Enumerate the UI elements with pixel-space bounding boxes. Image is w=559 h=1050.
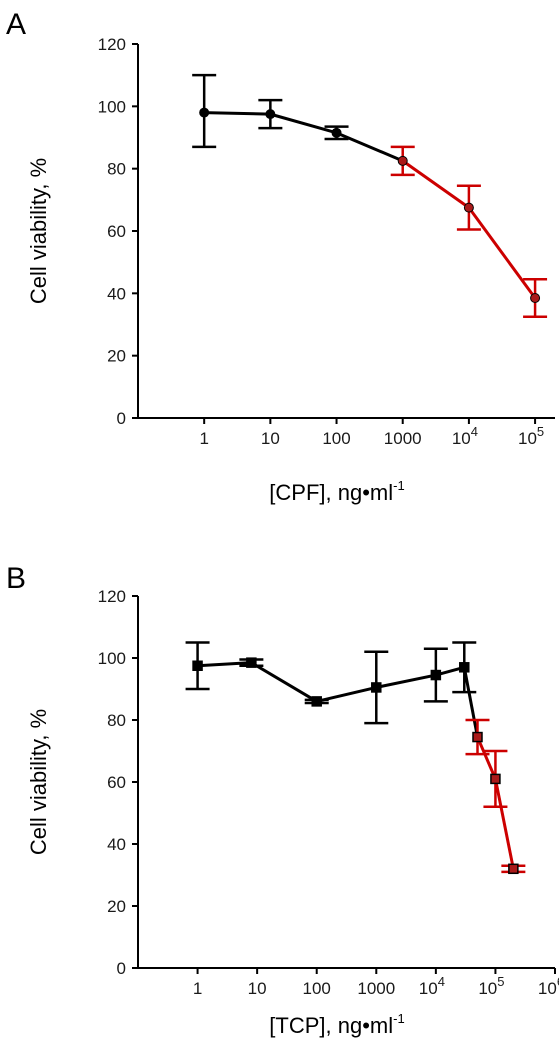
series-line-segment xyxy=(204,111,271,116)
y-tick-label: 0 xyxy=(117,959,126,978)
x-tick-label: 104 xyxy=(419,974,445,998)
x-tick-label: 1 xyxy=(193,979,202,998)
series-line-segment xyxy=(493,778,515,870)
x-axis-title: [CPF], ng•ml-1 xyxy=(269,478,404,505)
y-tick-label: 0 xyxy=(117,409,126,428)
data-point xyxy=(246,657,257,668)
y-tick-label: 60 xyxy=(107,222,126,241)
y-tick-label: 60 xyxy=(107,773,126,792)
panel-label: A xyxy=(6,8,26,41)
y-tick-label: 20 xyxy=(107,897,126,916)
y-tick-label: 120 xyxy=(98,587,126,606)
x-tick-label: 1000 xyxy=(384,429,422,448)
x-tick-label: 105 xyxy=(518,424,544,448)
series-line-segment xyxy=(401,159,470,209)
y-tick-label: 20 xyxy=(107,347,126,366)
x-tick-label: 100 xyxy=(303,979,331,998)
y-tick-label: 100 xyxy=(98,649,126,668)
data-point xyxy=(371,682,382,693)
x-axis-title: [TCP], ng•ml-1 xyxy=(269,1011,404,1038)
data-point xyxy=(192,660,203,671)
y-axis-title: Cell viability, % xyxy=(26,709,51,855)
y-axis-title: Cell viability, % xyxy=(26,158,51,304)
series-line-segment xyxy=(250,661,318,703)
data-point xyxy=(199,107,210,118)
x-tick-label: 10 xyxy=(261,429,280,448)
data-point xyxy=(508,863,519,875)
x-tick-label: 1000 xyxy=(357,979,395,998)
series-line-segment xyxy=(375,673,437,689)
data-point xyxy=(530,293,541,304)
data-point xyxy=(430,669,442,681)
data-point xyxy=(331,127,342,138)
series-line-segment xyxy=(462,667,479,738)
x-tick-label: 106 xyxy=(538,974,559,998)
x-tick-label: 104 xyxy=(452,424,478,448)
y-tick-label: 120 xyxy=(98,35,126,54)
x-tick-label: 100 xyxy=(322,429,350,448)
chart-panel-b: B0204060801001201101001000104105106Cell … xyxy=(6,562,559,1038)
y-tick-label: 100 xyxy=(98,97,126,116)
panel-label: B xyxy=(6,562,26,595)
series-line-segment xyxy=(197,661,252,668)
series-line-segment xyxy=(269,112,337,135)
data-point xyxy=(463,202,474,213)
y-tick-label: 40 xyxy=(107,835,126,854)
data-point xyxy=(265,109,276,120)
x-tick-label: 105 xyxy=(478,974,504,998)
data-point xyxy=(459,662,470,673)
data-point xyxy=(490,773,501,785)
x-tick-label: 10 xyxy=(248,979,267,998)
y-tick-label: 40 xyxy=(107,284,126,303)
y-tick-label: 80 xyxy=(107,160,126,179)
data-point xyxy=(472,731,483,743)
x-tick-label: 1 xyxy=(199,429,208,448)
series-line-segment xyxy=(335,131,404,163)
data-point xyxy=(397,155,408,166)
y-tick-label: 80 xyxy=(107,711,126,730)
series-line-segment xyxy=(476,736,497,780)
data-point xyxy=(311,696,322,707)
series-line-segment xyxy=(467,206,537,299)
